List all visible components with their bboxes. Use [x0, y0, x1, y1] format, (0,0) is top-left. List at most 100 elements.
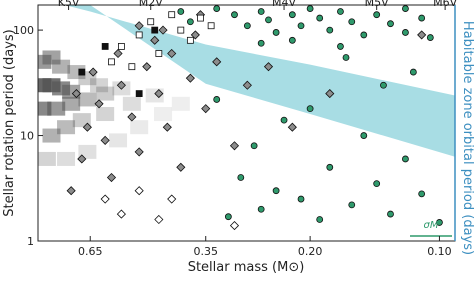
circle-point — [418, 190, 426, 198]
diamond-point — [154, 214, 164, 225]
diamond-point — [134, 21, 144, 31]
circle-point — [337, 43, 344, 50]
circle-point — [280, 116, 288, 124]
y-tick-label: 1 — [27, 235, 34, 248]
circle-point — [402, 29, 409, 36]
diamond-point — [134, 186, 144, 196]
square-point — [78, 68, 86, 76]
diamond-point — [325, 89, 335, 99]
circle-point — [257, 39, 265, 47]
y2-axis-label: Habitable zone orbital period (days) — [460, 21, 474, 255]
diamond-point — [127, 112, 137, 122]
density-cell — [62, 96, 81, 111]
square-point — [186, 36, 194, 44]
circle-point — [288, 36, 296, 44]
circle-point — [257, 205, 265, 213]
circle-point — [402, 5, 409, 12]
diamond-point — [66, 186, 76, 196]
habitable-zone-band — [64, 5, 455, 157]
diamond-point — [242, 80, 252, 90]
circle-point — [257, 8, 265, 15]
square-point — [128, 63, 136, 71]
diamond-point — [88, 67, 98, 77]
square-point — [117, 43, 125, 50]
diamond-point — [201, 104, 211, 114]
circle-point — [316, 14, 324, 22]
circle-point — [360, 31, 368, 39]
square-point — [147, 18, 155, 26]
circle-point — [326, 163, 334, 171]
top-tick-label: K5V — [58, 0, 80, 9]
circle-point — [402, 155, 409, 163]
x-tick-label: 0.20 — [298, 245, 323, 258]
density-cell — [52, 59, 71, 74]
circle-point — [373, 11, 381, 19]
diamond-point — [82, 122, 92, 132]
circle-point — [250, 142, 258, 150]
circle-point — [436, 219, 443, 226]
circle-point — [306, 105, 314, 113]
square-point — [177, 26, 185, 34]
diamond-point — [142, 62, 152, 72]
diamond-point — [134, 147, 144, 157]
circle-point — [231, 11, 238, 19]
density-cell — [122, 96, 141, 111]
circle-point — [177, 8, 185, 15]
circle-point — [265, 16, 272, 24]
diamond-point — [113, 48, 123, 59]
diamond-point — [77, 154, 87, 164]
density-cell — [38, 151, 56, 166]
diamond-point — [106, 172, 117, 183]
circle-point — [316, 216, 324, 223]
circle-point — [326, 26, 334, 34]
diamond-point — [100, 135, 110, 145]
diamond-point — [158, 25, 168, 35]
circle-point — [213, 96, 221, 103]
density-cell — [90, 78, 109, 93]
diamond-point — [162, 122, 172, 132]
square-point — [168, 11, 176, 19]
density-cell — [72, 113, 91, 128]
density-cell — [154, 107, 173, 122]
circle-point — [348, 201, 356, 209]
square-point — [135, 90, 143, 97]
diamond-point — [229, 221, 240, 231]
circle-point — [272, 29, 280, 36]
circle-point — [373, 180, 381, 188]
density-cell — [96, 86, 115, 101]
circle-point — [297, 22, 305, 30]
circle-point — [297, 195, 305, 203]
circle-point — [306, 5, 314, 12]
diamond-point — [116, 80, 126, 90]
diamond-point — [212, 57, 222, 67]
circle-point — [348, 18, 356, 26]
diamond-point — [176, 162, 186, 172]
circle-point — [213, 5, 221, 12]
x-tick-label: 0.35 — [193, 245, 218, 258]
x-tick-label: 0.65 — [78, 245, 103, 258]
density-cell — [130, 120, 149, 135]
diamond-point — [229, 141, 240, 151]
density-cell — [109, 133, 128, 148]
circle-point — [272, 187, 280, 195]
diamond-point — [150, 35, 160, 45]
diamond-point — [417, 30, 427, 40]
circle-point — [337, 8, 344, 15]
circle-point — [426, 34, 434, 41]
density-cell — [78, 92, 97, 107]
diamond-point — [185, 73, 195, 83]
circle-point — [409, 68, 417, 76]
square-point — [151, 26, 159, 34]
diamond-point — [287, 122, 297, 132]
x-tick-label: 0.10 — [427, 245, 452, 258]
circle-point — [360, 132, 368, 139]
top-tick-label: M4V — [272, 0, 296, 9]
density-cell — [78, 144, 97, 159]
density-cell — [47, 101, 66, 116]
square-point — [155, 50, 163, 57]
circle-point — [237, 174, 245, 181]
density-cell — [57, 151, 76, 166]
circle-point — [418, 14, 426, 22]
circle-point — [243, 22, 251, 30]
